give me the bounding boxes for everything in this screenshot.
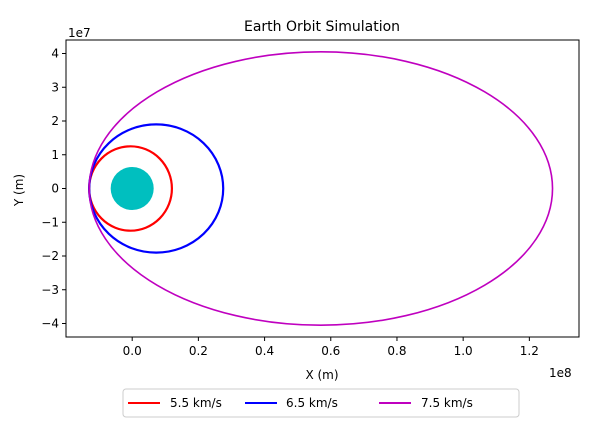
x-tick-label: 0.4 [255, 344, 274, 358]
legend: 5.5 km/s 6.5 km/s 7.5 km/s [122, 388, 520, 418]
y-offset-text: 1e7 [68, 26, 91, 40]
y-tick-label: −4 [41, 317, 59, 331]
orbit-line-3 [88, 51, 554, 326]
legend-label-7-5: 7.5 km/s [421, 396, 473, 410]
y-tick-label: −3 [41, 283, 59, 297]
y-axis-label: Y (m) [12, 174, 26, 207]
x-tick-label: 1.0 [454, 344, 473, 358]
legend-box [122, 388, 520, 418]
x-axis-label: X (m) [305, 368, 338, 382]
y-tick-label: −2 [41, 249, 59, 263]
plot-frame [65, 39, 580, 338]
axis-ticks: 0.0 0.2 0.4 0.6 0.8 1.0 1.2 4 3 2 1 0 −1 −2 −3 −4 [41, 47, 539, 359]
y-tick-label: 2 [51, 114, 59, 128]
chart-title: Earth Orbit Simulation [244, 19, 400, 35]
earth-disk [110, 166, 154, 211]
y-tick-label: −1 [41, 215, 59, 229]
y-tick-label: 4 [51, 47, 59, 61]
x-tick-label: 1.2 [520, 344, 539, 358]
y-tick-label: 0 [51, 182, 59, 196]
x-tick-label: 0.8 [387, 344, 406, 358]
x-tick-label: 0.2 [189, 344, 208, 358]
y-tick-label: 1 [51, 148, 59, 162]
legend-label-6-5: 6.5 km/s [286, 396, 338, 410]
plot-area [88, 51, 554, 326]
x-tick-label: 0.6 [321, 344, 340, 358]
x-offset-text: 1e8 [549, 366, 572, 380]
y-tick-label: 3 [51, 80, 59, 94]
orbit-line-2 [88, 123, 225, 254]
x-tick-label: 0.0 [123, 344, 142, 358]
legend-label-5-5: 5.5 km/s [170, 396, 222, 410]
